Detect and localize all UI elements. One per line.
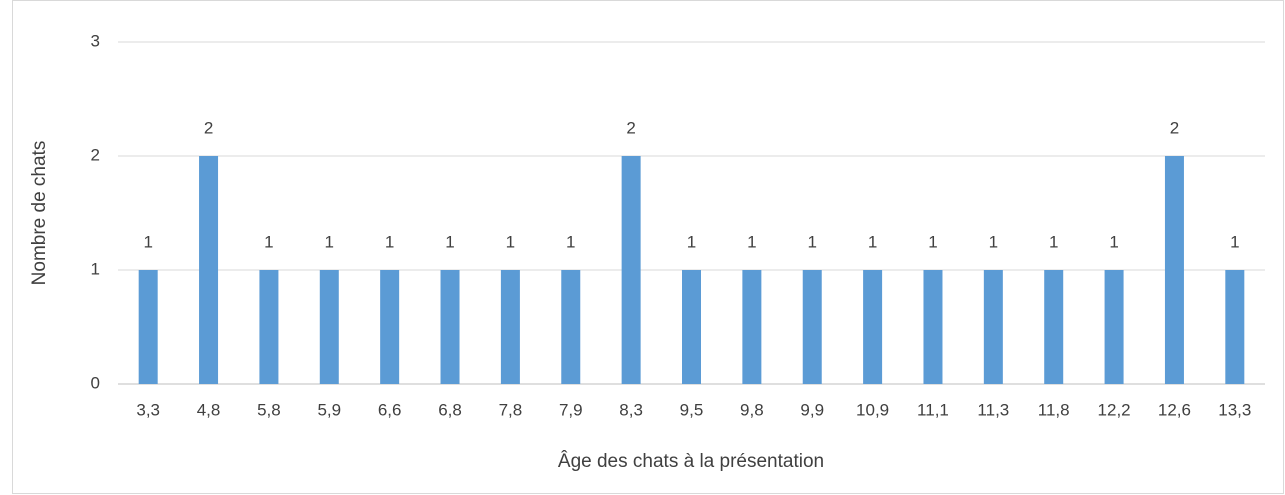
bar [319,270,339,384]
x-tick-label: 5,9 [317,400,341,419]
x-tick-label: 6,8 [438,400,462,419]
bar [380,270,400,384]
x-tick-label: 9,9 [800,400,824,419]
x-tick-label: 11,8 [1038,400,1070,419]
data-label: 1 [445,232,454,251]
data-label: 1 [747,232,756,251]
bar [1104,270,1124,384]
data-label: 1 [1230,232,1239,251]
x-tick-label: 12,6 [1158,400,1191,419]
chart-frame [12,0,1284,494]
data-label: 1 [566,232,575,251]
data-label: 1 [385,232,394,251]
y-tick-label: 1 [91,259,100,278]
bar [561,270,581,384]
data-label: 1 [143,232,152,251]
bar [500,270,520,384]
data-label: 1 [325,232,334,251]
bar [863,270,883,384]
x-tick-label: 12,2 [1098,400,1131,419]
bar [259,270,279,384]
x-axis-title: Âge des chats à la présentation [558,450,824,472]
data-label: 2 [1170,118,1179,137]
bar [1164,156,1184,384]
bar [682,270,701,384]
bar [1044,270,1064,384]
data-label: 1 [264,232,273,251]
y-tick-label: 3 [91,31,100,50]
data-label: 2 [204,118,213,137]
x-tick-label: 13,3 [1218,400,1251,419]
bar [983,270,1003,384]
bar [1225,270,1245,384]
x-tick-label: 3,3 [136,400,160,419]
x-tick-label: 7,9 [559,400,583,419]
data-label: 1 [989,232,998,251]
bar [138,270,158,384]
bar [440,270,460,384]
x-tick-label: 5,8 [257,400,281,419]
x-tick-label: 4,8 [197,400,221,419]
y-tick-label: 2 [91,145,100,164]
x-tick-label: 11,1 [917,400,949,419]
x-tick-label: 6,6 [378,400,402,419]
x-tick-label: 9,5 [680,400,704,419]
data-label: 1 [868,232,877,251]
bar [802,270,822,384]
data-label: 1 [1109,232,1118,251]
data-label: 1 [928,232,937,251]
x-tick-label: 11,3 [977,400,1009,419]
bar [199,156,219,384]
x-tick-label: 8,3 [619,400,643,419]
bar [621,156,641,384]
bar [923,270,943,384]
bar [742,270,762,384]
y-axis-title: Nombre de chats [29,141,50,286]
data-label: 1 [506,232,515,251]
x-tick-label: 9,8 [740,400,764,419]
x-tick-label: 7,8 [499,400,523,419]
y-tick-label: 0 [91,373,100,392]
x-tick-label: 10,9 [856,400,889,419]
data-label: 1 [808,232,817,251]
data-label: 1 [1049,232,1058,251]
data-label: 1 [687,232,696,251]
data-label: 2 [626,118,635,137]
